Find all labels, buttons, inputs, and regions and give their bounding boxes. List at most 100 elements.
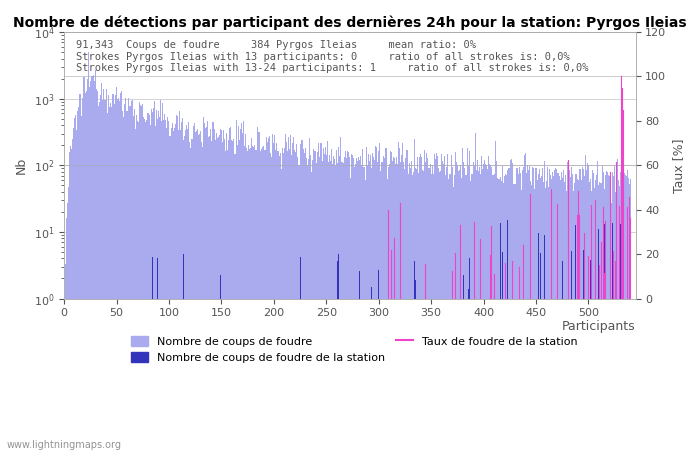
Bar (597, 161, 598, 450)
Bar (254, 145, 256, 450)
Bar (195, 132, 196, 450)
Bar (140, 105, 141, 450)
Bar (312, 160, 313, 450)
Bar (177, 116, 178, 450)
Bar (235, 121, 237, 450)
Bar (184, 135, 186, 450)
Bar (549, 169, 550, 450)
Bar (497, 178, 498, 450)
Bar (449, 174, 451, 450)
Bar (313, 149, 314, 450)
Bar (507, 220, 508, 450)
Bar (211, 140, 213, 450)
Bar (287, 152, 288, 450)
Bar (566, 191, 567, 450)
Bar (190, 148, 192, 450)
Bar (390, 151, 391, 450)
Bar (508, 168, 509, 450)
Bar (199, 134, 200, 450)
Bar (95, 70, 96, 450)
Bar (392, 161, 393, 450)
Bar (482, 169, 483, 450)
Bar (154, 101, 155, 450)
Bar (246, 148, 247, 450)
Bar (563, 171, 564, 450)
Bar (181, 122, 182, 450)
Bar (612, 171, 613, 450)
Bar (285, 134, 286, 450)
Bar (125, 98, 127, 450)
Bar (611, 202, 612, 450)
Y-axis label: Taux [%]: Taux [%] (672, 138, 685, 193)
Bar (526, 174, 527, 450)
Bar (517, 174, 519, 450)
Bar (363, 167, 365, 450)
Bar (505, 174, 506, 450)
Bar (616, 168, 617, 450)
Bar (326, 155, 327, 450)
Bar (530, 181, 531, 450)
Bar (468, 166, 470, 450)
Bar (570, 177, 571, 450)
Bar (356, 158, 357, 450)
Bar (306, 158, 307, 450)
Bar (529, 166, 530, 450)
Bar (588, 165, 589, 450)
Bar (81, 116, 83, 450)
Bar (586, 171, 587, 450)
Bar (370, 155, 371, 450)
Bar (271, 157, 272, 450)
Bar (519, 173, 521, 450)
Bar (438, 168, 439, 450)
Bar (219, 135, 220, 450)
Bar (395, 164, 396, 450)
Bar (463, 162, 464, 450)
Bar (332, 164, 333, 450)
Bar (355, 164, 356, 450)
Bar (502, 166, 503, 450)
Bar (207, 121, 209, 450)
Bar (167, 117, 169, 450)
Bar (452, 167, 453, 450)
Bar (349, 157, 350, 450)
Bar (397, 164, 398, 450)
Bar (417, 157, 418, 450)
Bar (111, 107, 112, 450)
Bar (64, 264, 66, 450)
Bar (494, 174, 495, 450)
Bar (234, 154, 235, 450)
Bar (308, 159, 309, 450)
Bar (460, 165, 461, 450)
Bar (354, 167, 355, 450)
Bar (372, 153, 373, 450)
Bar (277, 151, 279, 450)
Bar (422, 170, 423, 450)
Bar (298, 165, 300, 450)
Bar (552, 172, 553, 450)
Bar (302, 148, 304, 450)
Bar (598, 229, 599, 450)
Bar (142, 104, 144, 450)
Bar (323, 154, 325, 450)
Bar (309, 138, 310, 450)
Bar (360, 156, 361, 450)
Bar (133, 117, 134, 450)
Bar (334, 158, 335, 450)
Bar (624, 175, 626, 450)
Bar (475, 133, 476, 450)
Bar (567, 162, 568, 450)
Bar (135, 129, 136, 450)
Bar (300, 140, 302, 450)
Bar (288, 136, 289, 450)
Bar (146, 121, 148, 450)
Bar (70, 146, 71, 450)
Bar (426, 153, 428, 450)
Bar (304, 148, 306, 450)
Bar (116, 87, 117, 450)
Bar (401, 155, 402, 450)
Bar (87, 79, 88, 450)
Bar (225, 151, 226, 450)
Bar (333, 156, 334, 450)
Bar (396, 157, 397, 450)
Bar (555, 168, 556, 450)
